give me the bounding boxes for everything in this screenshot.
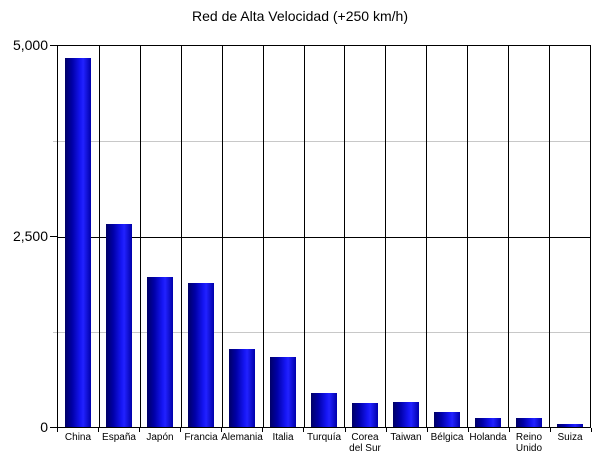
column-separator xyxy=(549,46,550,427)
y-minor-tick-mark xyxy=(53,141,57,142)
bar xyxy=(475,418,501,427)
bar xyxy=(106,224,132,427)
x-tick-mark xyxy=(468,428,469,432)
bar xyxy=(516,418,542,427)
x-tick-mark xyxy=(345,428,346,432)
y-gridline-major xyxy=(58,237,590,238)
y-gridline-minor xyxy=(58,141,590,142)
x-tick-label: Francia xyxy=(184,432,218,443)
column-separator xyxy=(385,46,386,427)
x-tick-mark xyxy=(550,428,551,432)
y-tick-mark xyxy=(50,236,57,237)
x-tick-mark xyxy=(57,428,58,432)
x-tick-mark xyxy=(221,428,222,432)
x-tick-label: Reino Unido xyxy=(515,432,543,454)
column-separator xyxy=(263,46,264,427)
bar xyxy=(147,277,173,427)
column-separator xyxy=(467,46,468,427)
x-tick-mark xyxy=(386,428,387,432)
bar xyxy=(557,424,583,427)
x-tick-label: Bélgica xyxy=(430,432,464,443)
y-tick-mark xyxy=(50,45,57,46)
y-minor-tick-mark xyxy=(53,332,57,333)
bar xyxy=(311,393,337,427)
y-tick-mark xyxy=(50,427,57,428)
x-tick-label: Holanda xyxy=(469,432,507,443)
x-tick-label: Alemania xyxy=(221,432,263,443)
bar xyxy=(229,349,255,427)
x-tick-label: España xyxy=(102,432,136,443)
y-tick-label: 0 xyxy=(40,419,48,435)
column-separator xyxy=(508,46,509,427)
x-tick-label: Suiza xyxy=(557,432,583,443)
x-tick-mark xyxy=(303,428,304,432)
x-tick-mark xyxy=(262,428,263,432)
bar xyxy=(188,283,214,427)
column-separator xyxy=(222,46,223,427)
x-tick-mark xyxy=(180,428,181,432)
column-separator xyxy=(140,46,141,427)
chart-title: Red de Alta Velocidad (+250 km/h) xyxy=(192,8,408,24)
x-tick-mark xyxy=(139,428,140,432)
y-gridline-minor xyxy=(58,332,590,333)
y-tick-label: 2,500 xyxy=(12,228,48,244)
column-separator xyxy=(99,46,100,427)
x-tick-mark xyxy=(591,428,592,432)
bar xyxy=(352,403,378,427)
x-tick-mark xyxy=(98,428,99,432)
column-separator xyxy=(181,46,182,427)
x-tick-label: Italia xyxy=(272,432,294,443)
x-tick-mark xyxy=(427,428,428,432)
x-tick-label: Japón xyxy=(146,432,174,443)
x-tick-label: Taiwan xyxy=(390,432,422,443)
column-separator xyxy=(304,46,305,427)
x-tick-label: Turquía xyxy=(306,432,342,443)
bar xyxy=(270,357,296,427)
x-tick-label: China xyxy=(64,432,92,443)
x-tick-label: Corea del Sur xyxy=(349,432,381,454)
x-tick-mark xyxy=(509,428,510,432)
column-separator xyxy=(426,46,427,427)
plot-area xyxy=(57,45,591,428)
y-tick-label: 5,000 xyxy=(12,37,48,53)
bar xyxy=(393,402,419,427)
bar xyxy=(65,58,91,427)
column-separator xyxy=(344,46,345,427)
bar xyxy=(434,412,460,427)
